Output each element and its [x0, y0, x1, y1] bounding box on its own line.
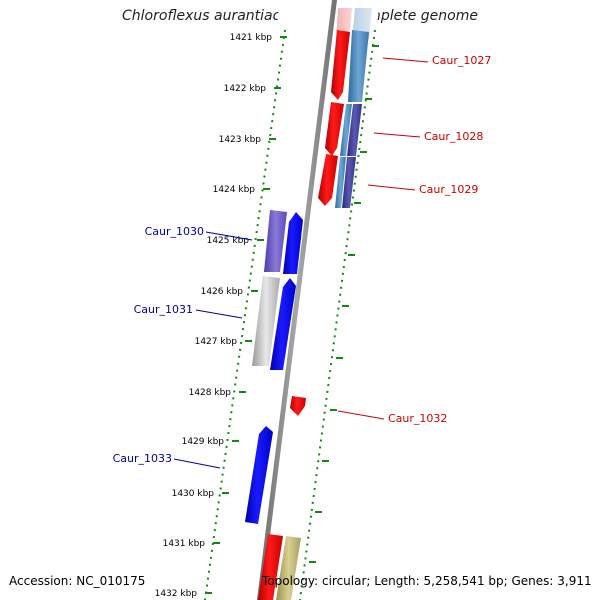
gene-feature-caur-1028-navy [347, 104, 362, 156]
gene-feature-caur-1029-navy [342, 157, 356, 208]
scale-label: 1423 kbp [219, 135, 262, 145]
scale-label: 1432 kbp [155, 589, 198, 599]
gene-labels: Caur_1027 Caur_1028 Caur_1029 Caur_1030 Caur… [113, 54, 492, 465]
gene-label-caur-1032[interactable]: Caur_1032 [388, 412, 447, 425]
gene-feature-caur-1029 [318, 154, 338, 206]
gene-leader-line [205, 231, 253, 241]
gene-leader-line [337, 410, 385, 420]
gene-feature-caur-1028 [325, 102, 344, 156]
gene-leader-line [382, 57, 429, 63]
scale-label: 1421 kbp [230, 33, 273, 43]
gene-feature-caur-1027 [331, 30, 350, 100]
scale-label: 1428 kbp [189, 388, 232, 398]
gene-feature-caur-1031 [270, 278, 296, 370]
gene-leader-line [367, 184, 416, 191]
left-ruler [204, 29, 286, 600]
gene-feature-caur-1033 [245, 426, 273, 524]
scale-label: 1425 kbp [207, 236, 250, 246]
gene-feature-caur-1032 [290, 396, 306, 416]
right-ruler [299, 29, 376, 600]
gene-feature-caur-1030-purple [264, 210, 287, 272]
scale-labels: 1421 kbp 1422 kbp 1423 kbp 1424 kbp 1425 kbp… [155, 33, 273, 599]
gene-label-caur-1030[interactable]: Caur_1030 [145, 225, 204, 238]
gene-leader-line [195, 309, 243, 319]
gene-feature-caur-1027-steel [348, 30, 369, 102]
accession-text: Accession: NC_010175 [9, 574, 146, 588]
gene-feature-caur-1029-steel [335, 157, 346, 208]
gene-feature-caur-1030 [283, 212, 303, 274]
scale-ticks [205, 36, 379, 594]
gene-label-leaders [173, 57, 429, 469]
gene-label-caur-1029[interactable]: Caur_1029 [419, 183, 478, 196]
scale-label: 1426 kbp [201, 287, 244, 297]
gene-leader-line [373, 132, 421, 138]
scale-label: 1427 kbp [195, 337, 238, 347]
genome-backbone [257, 0, 337, 600]
gene-feature-olive-bottom [276, 536, 301, 600]
gene-leader-line [173, 458, 221, 469]
gene-feature-caur-1031-grey [252, 276, 280, 366]
scale-label: 1430 kbp [172, 489, 215, 499]
gene-label-caur-1031[interactable]: Caur_1031 [134, 303, 193, 316]
gene-feature-caur-1028-steel [340, 104, 352, 156]
scale-label: 1424 kbp [213, 185, 256, 195]
gene-label-caur-1033[interactable]: Caur_1033 [113, 452, 172, 465]
gene-label-caur-1027[interactable]: Caur_1027 [432, 54, 491, 67]
scale-label: 1422 kbp [224, 84, 267, 94]
gene-feature-red-bottom [258, 534, 283, 600]
scale-label: 1431 kbp [163, 539, 206, 549]
gene-label-caur-1028[interactable]: Caur_1028 [424, 130, 483, 143]
genome-summary-text: Topology: circular; Length: 5,258,541 bp… [262, 574, 592, 588]
scale-label: 1429 kbp [182, 437, 225, 447]
